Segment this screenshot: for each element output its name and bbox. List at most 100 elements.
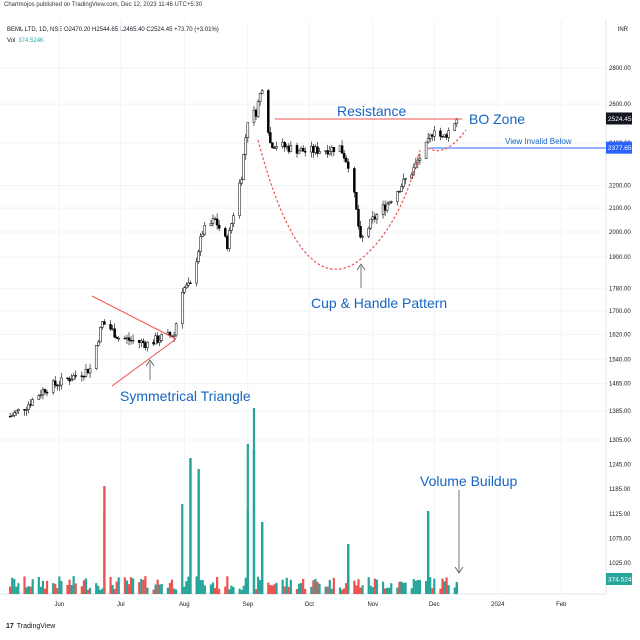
volume-spike (189, 458, 192, 594)
volume-bar (72, 576, 75, 594)
candle-body (56, 384, 59, 387)
candle-body (199, 236, 202, 252)
volume-bar (158, 584, 161, 594)
candle-body (23, 409, 26, 411)
y-tick-label: 1780.00 (609, 287, 631, 293)
candle-body (297, 150, 301, 154)
volume-bar (23, 576, 26, 594)
volume-tag (606, 573, 632, 585)
volume-bar (224, 586, 227, 594)
volume-bar (345, 583, 348, 594)
volume-bar (326, 586, 329, 594)
volume-bar (111, 584, 114, 594)
candle-body (246, 122, 250, 138)
y-tick-label: 1620.00 (609, 333, 631, 339)
candle-body (158, 340, 161, 343)
y-tick-label: 2200.00 (609, 184, 631, 190)
volume-bar (123, 577, 126, 594)
volume-bar (396, 587, 399, 594)
y-tick-label: 1540.00 (609, 357, 631, 363)
candle-body (137, 339, 141, 343)
volume-bar (142, 579, 145, 594)
volume-bar (431, 588, 434, 594)
y-axis-ticks: 2800.002600.002400.002200.002100.002000.… (609, 66, 631, 567)
triangle-label: Symmetrical Triangle (120, 388, 251, 404)
candle-body (273, 147, 276, 149)
volume-bar (80, 586, 83, 594)
x-tick-label: Oct (305, 602, 315, 608)
candle-body (400, 186, 403, 192)
candle-body (27, 404, 30, 410)
candle-body (242, 154, 245, 180)
candle-body (53, 380, 57, 386)
candle-body (211, 218, 215, 224)
volume-bar (37, 577, 40, 594)
candle-body (359, 226, 362, 238)
candle-body (228, 230, 231, 249)
candle-body (226, 236, 229, 249)
volume-spike (347, 544, 350, 594)
y-tick-label: 1700.00 (609, 309, 631, 315)
handle-curve (427, 129, 467, 152)
candle-body (430, 134, 434, 137)
candle-body (68, 378, 71, 382)
candle-body (45, 391, 49, 394)
candle-body (416, 160, 420, 164)
volume-bar (56, 588, 59, 594)
volume-bar (259, 580, 262, 594)
candle-body (287, 145, 291, 152)
volume-bar (381, 581, 385, 594)
volume-bar (398, 581, 401, 594)
volume-bar (131, 578, 135, 594)
candle-body (60, 377, 63, 386)
volume-tick-label: 1305.00 (609, 438, 631, 444)
candle-body (361, 236, 364, 238)
volume-bar (166, 587, 170, 594)
candle-body (299, 147, 303, 152)
y-tick-label: 1900.00 (609, 255, 631, 261)
volume-bar (25, 587, 28, 594)
volume-bar (340, 589, 344, 594)
candle-body (357, 209, 360, 227)
candle-body (385, 203, 389, 211)
candle-body (189, 282, 192, 284)
candle-body (39, 394, 43, 397)
volume-bar (414, 580, 417, 594)
candle-body (439, 130, 442, 137)
candle-body (146, 341, 149, 348)
candle-body (353, 168, 356, 193)
candle-body (355, 192, 358, 210)
currency-label[interactable]: INR (617, 27, 628, 33)
volume-bar (443, 581, 446, 594)
volume-bar (273, 584, 276, 594)
candle-body (156, 335, 159, 343)
volume-spike (426, 511, 430, 594)
candle-body (115, 337, 118, 339)
candle-body (201, 233, 204, 237)
volume-bar (289, 579, 292, 594)
candle-body (181, 292, 184, 324)
candle-body (426, 138, 430, 143)
volume-bar (359, 587, 362, 594)
candle-body (31, 399, 34, 406)
volume-bar (95, 583, 98, 594)
candle-body (203, 225, 207, 235)
volume-bar (99, 589, 102, 594)
triangle-upper-line (91, 295, 177, 340)
x-tick-label: 2024 (491, 602, 505, 608)
candle-body (271, 142, 274, 148)
candle-body (244, 137, 248, 155)
volume-tick-label: 1185.00 (609, 487, 631, 493)
candle-body (10, 415, 14, 417)
y-tick-label: 2800.00 (609, 66, 631, 72)
volume-bar (232, 586, 235, 594)
volume-bar (117, 577, 120, 594)
candle-body (240, 179, 243, 184)
price-tag (606, 112, 632, 125)
tradingview-brand[interactable]: 17 TradingView (6, 623, 55, 630)
volume-bar (390, 583, 393, 594)
volume-bar (388, 587, 391, 594)
volume-bar (332, 577, 335, 594)
volume-bar (400, 581, 403, 594)
